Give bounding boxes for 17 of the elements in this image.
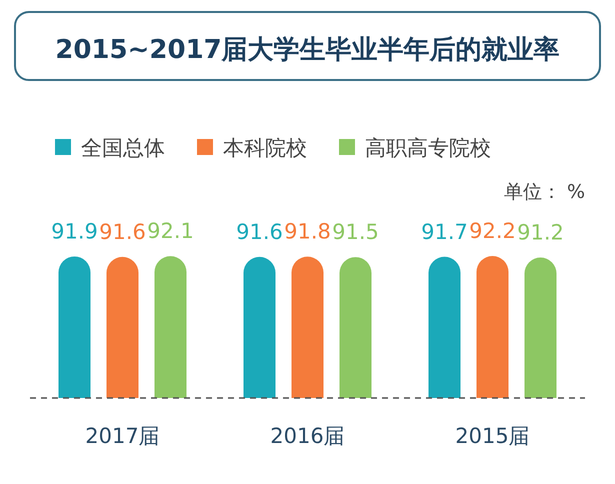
chart-title: 2015~2017届大学生毕业半年后的就业率 — [55, 35, 560, 65]
x-tick-label: 2016届 — [270, 424, 345, 448]
text: 单位： % — [504, 181, 585, 203]
legend-label: 高职高专院校 — [365, 136, 491, 160]
x-tick-label: 2015届 — [455, 424, 530, 448]
x-tick-label: 2017届 — [85, 424, 160, 448]
data-label: 91.8 — [284, 220, 331, 244]
data-label: 91.6 — [236, 220, 283, 244]
data-label: 91.2 — [517, 220, 564, 245]
data-label: 91.9 — [51, 219, 98, 244]
data-label: 91.6 — [99, 220, 146, 244]
legend-label: 本科院校 — [223, 136, 307, 160]
data-label: 91.5 — [332, 220, 379, 244]
data-label: 92.1 — [147, 219, 194, 244]
data-label: 92.2 — [469, 219, 516, 243]
data-label: 91.7 — [421, 220, 468, 244]
legend-label: 全国总体 — [81, 136, 165, 160]
